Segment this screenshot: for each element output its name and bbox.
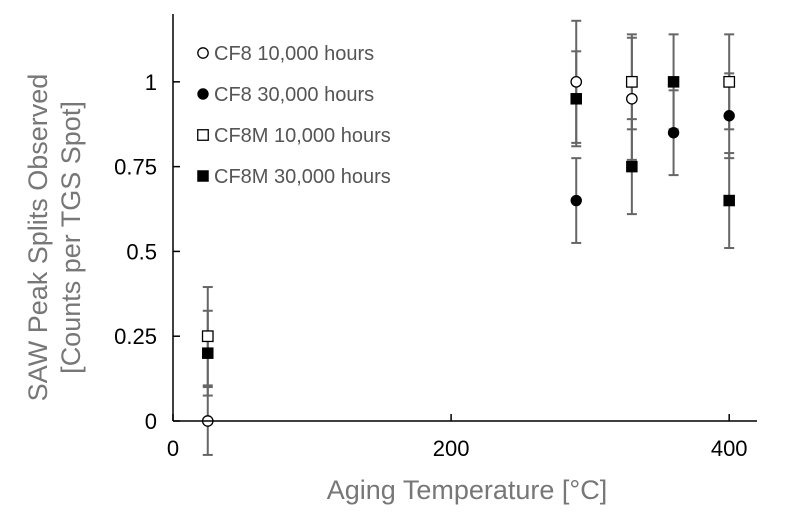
data-point-filled-square (723, 194, 735, 207)
data-point-filled-circle (723, 110, 735, 122)
y-axis-title-line-1: SAW Peak Splits Observed (23, 74, 53, 402)
data-point-open-circle (570, 75, 583, 88)
x-tick-label: 200 (433, 436, 470, 461)
legend-label: CF8 10,000 hours (214, 43, 374, 65)
legend-label: CF8 30,000 hours (214, 84, 374, 106)
x-tick-label: 0 (167, 436, 179, 461)
y-tick-label: 0.5 (126, 239, 157, 264)
data-point-open-square (723, 75, 736, 88)
data-point-open-square (625, 75, 638, 88)
data-point-filled-square (570, 93, 582, 105)
y-axis-title-line-2: [Counts per TGS Spot] (56, 101, 86, 374)
legend-marker-filled-circle (197, 88, 209, 100)
legend-marker-open-square (197, 129, 209, 141)
data-point-open-circle (626, 92, 638, 105)
data-point-filled-circle (570, 194, 582, 207)
data-point-filled-circle (667, 127, 680, 139)
legend-marker-filled-square (197, 170, 209, 182)
y-tick-label: 0.25 (114, 324, 157, 349)
x-tick-label: 400 (711, 436, 748, 461)
x-axis-title: Aging Temperature [°C] (327, 475, 607, 505)
legend-label: CF8M 10,000 hours (214, 125, 391, 147)
axes (172, 14, 757, 422)
legend-marker-open-circle (197, 47, 209, 59)
data-point-open-square (201, 330, 214, 343)
y-tick-label: 0.75 (114, 155, 157, 180)
data-point-filled-square (626, 160, 638, 173)
ticks: 0 0.25 0.5 0.75 1 0 200 400 (114, 70, 747, 461)
data-point-filled-square (202, 347, 214, 359)
y-tick-label: 1 (145, 70, 157, 95)
data-points (201, 75, 736, 427)
y-tick-label: 0 (145, 409, 157, 434)
legend: CF8 10,000 hours CF8 30,000 hours CF8M 10,… (197, 43, 391, 188)
legend-label: CF8M 30,000 hours (214, 166, 391, 188)
data-point-filled-square (667, 76, 680, 88)
